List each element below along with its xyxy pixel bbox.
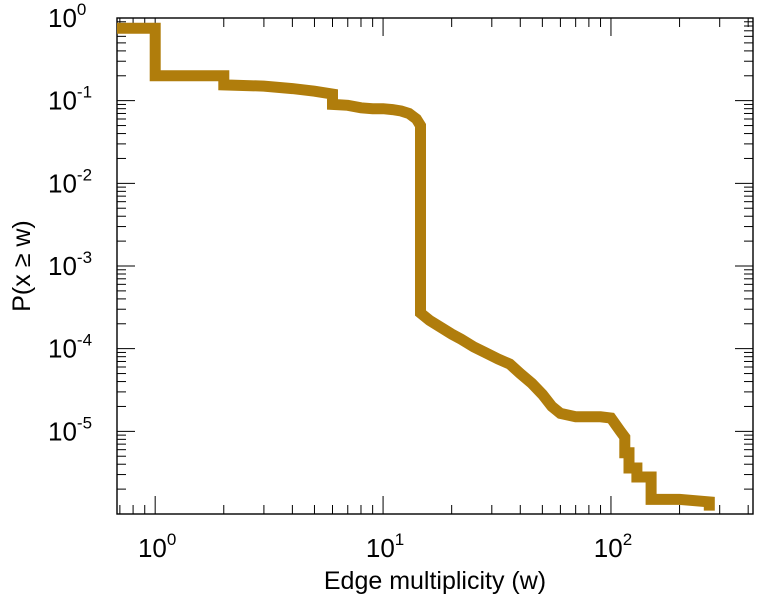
y-tick-label: 10-1 — [48, 83, 92, 116]
y-tick-label: 10-2 — [48, 165, 92, 198]
y-axis-title: P(x ≥ w) — [8, 220, 36, 312]
x-tick-label: 102 — [594, 530, 632, 563]
tick-labels: 100 101 102 100 10-1 10-2 10-3 10-4 10-5 — [48, 0, 632, 563]
y-tick-label: 100 — [48, 0, 86, 33]
plot-frame — [116, 17, 754, 515]
y-tick-label: 10-4 — [48, 331, 92, 364]
y-tick-label: 10-3 — [48, 248, 92, 281]
x-tick-label: 101 — [366, 530, 404, 563]
x-axis-title: Edge multiplicity (w) — [324, 567, 546, 595]
minor-major-ticks — [117, 17, 753, 515]
x-tick-label: 100 — [138, 530, 176, 563]
y-tick-label: 10-5 — [48, 413, 92, 446]
data-series-line — [117, 22, 715, 511]
